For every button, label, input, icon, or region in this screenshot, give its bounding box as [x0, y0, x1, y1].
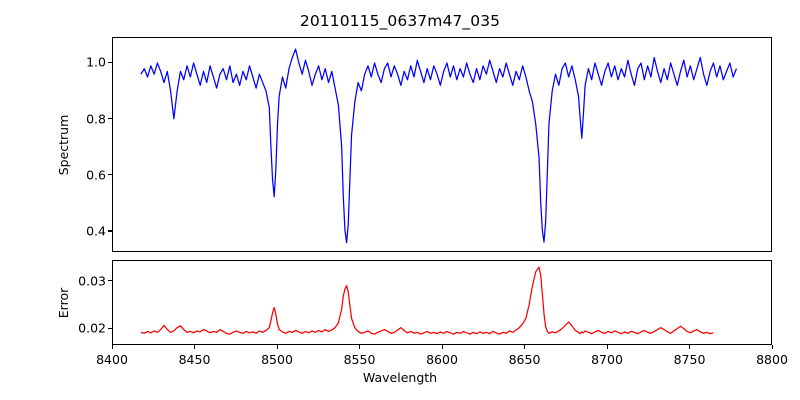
x-tick-label: 8550	[343, 352, 376, 367]
spectrum-y-axis-label: Spectrum	[56, 114, 71, 175]
x-tick-label: 8800	[756, 352, 788, 367]
spectrum-plot-panel	[112, 37, 772, 252]
x-tick-mark	[606, 345, 608, 349]
x-tick-label: 8500	[261, 352, 293, 367]
spectrum-y-tick-label: 0.6	[86, 167, 106, 183]
x-tick-label: 8450	[178, 352, 211, 367]
x-tick-mark	[194, 345, 196, 349]
error-y-tick-label: 0.02	[78, 320, 106, 336]
x-tick-mark	[276, 345, 278, 349]
error-series-line	[113, 261, 771, 344]
error-y-axis-label: Error	[56, 287, 71, 318]
error-plot-panel	[112, 260, 772, 345]
x-axis-label: Wavelength	[362, 370, 438, 385]
x-tick-mark	[359, 345, 361, 349]
error-y-tick-label: 0.03	[78, 273, 106, 289]
x-tick-label: 8650	[508, 352, 541, 367]
x-tick-mark	[771, 345, 773, 349]
x-tick-label: 8700	[591, 352, 623, 367]
spectrum-y-tick-mark	[108, 118, 112, 120]
error-y-tick-mark	[108, 327, 112, 329]
x-tick-mark	[524, 345, 526, 349]
x-tick-mark	[111, 345, 113, 349]
page-title: 20110115_0637m47_035	[299, 12, 501, 30]
spectrum-series-line	[113, 38, 771, 251]
spectrum-y-tick-mark	[108, 230, 112, 232]
x-tick-mark	[689, 345, 691, 349]
spectrum-y-tick-label: 0.8	[86, 111, 106, 126]
x-tick-mark	[441, 345, 443, 349]
spectrum-y-tick-mark	[108, 174, 112, 176]
spectrum-y-tick-mark	[108, 61, 112, 63]
error-y-tick-mark	[108, 280, 112, 282]
x-tick-label: 8600	[426, 352, 458, 367]
x-tick-label: 8750	[673, 352, 706, 367]
x-tick-label: 8400	[96, 352, 128, 367]
spectrum-y-tick-label: 0.4	[86, 223, 106, 239]
spectrum-y-tick-label: 1.0	[86, 54, 106, 70]
